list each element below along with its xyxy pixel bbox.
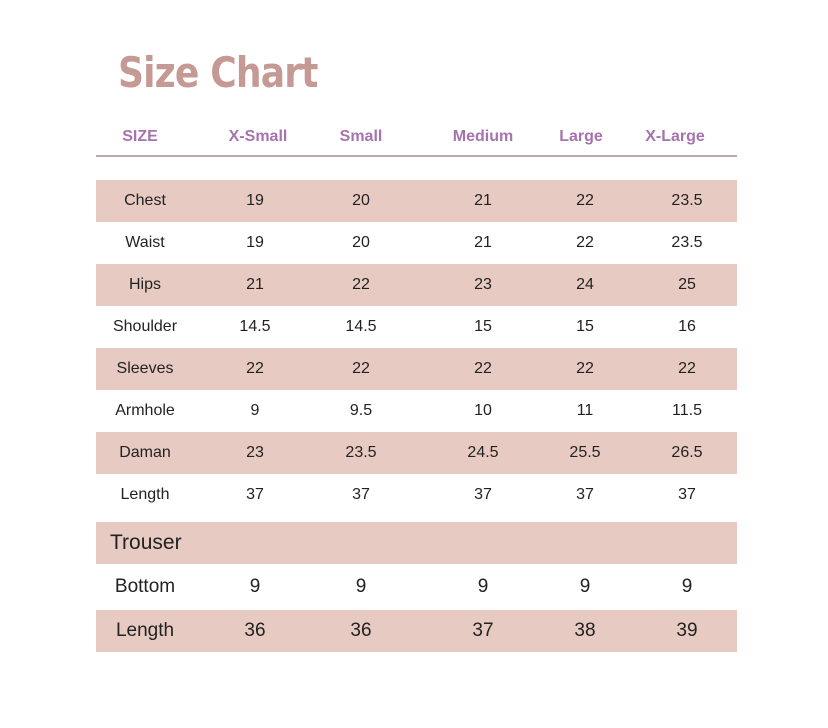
size-value: 22 — [352, 360, 370, 377]
size-value: 9 — [681, 576, 693, 597]
size-value: 37 — [352, 486, 370, 503]
column-header: SIZE — [122, 128, 158, 145]
size-value: 24 — [576, 276, 594, 293]
page-title: Size Chart — [118, 48, 318, 97]
row-label: Armhole — [115, 402, 175, 419]
size-value: 15 — [474, 318, 492, 335]
header-divider — [96, 155, 737, 157]
size-value: 23 — [474, 276, 492, 293]
size-value: 37 — [474, 486, 492, 503]
column-header: Small — [339, 128, 383, 145]
trouser-section-header: Trouser — [96, 522, 737, 564]
size-value: 15 — [576, 318, 594, 335]
size-value: 39 — [676, 620, 698, 641]
size-value: 9.5 — [349, 402, 373, 419]
section-label: Trouser — [110, 531, 182, 554]
column-header: Medium — [452, 128, 514, 145]
size-value: 22 — [246, 360, 264, 377]
column-header: X-Large — [645, 128, 705, 145]
size-value: 19 — [246, 234, 264, 251]
table-row: Sleeves 22 22 22 22 22 — [96, 348, 737, 390]
size-value: 9 — [250, 402, 260, 419]
size-value: 25.5 — [569, 444, 601, 461]
size-value: 20 — [352, 234, 370, 251]
size-value: 37 — [246, 486, 264, 503]
size-value: 37 — [472, 620, 494, 641]
size-value: 25 — [678, 276, 696, 293]
size-value: 11.5 — [672, 402, 702, 419]
size-value: 24.5 — [467, 444, 499, 461]
row-label: Daman — [119, 444, 171, 461]
table-row: Shoulder 14.5 14.5 15 15 16 — [96, 306, 737, 348]
size-value: 22 — [678, 360, 696, 377]
table-row: Armhole 9 9.5 10 11 11.5 — [96, 390, 737, 432]
size-value: 23.5 — [671, 192, 703, 209]
size-value: 22 — [576, 192, 594, 209]
size-value: 14.5 — [345, 318, 377, 335]
size-value: 9 — [579, 576, 591, 597]
size-value: 23.5 — [345, 444, 377, 461]
size-value: 38 — [574, 620, 596, 641]
row-label: Hips — [128, 276, 162, 293]
size-value: 21 — [474, 192, 492, 209]
table-row: Chest 19 20 21 22 23.5 — [96, 180, 737, 222]
column-header: Large — [559, 128, 603, 145]
column-header: X-Small — [228, 128, 288, 145]
size-value: 26.5 — [671, 444, 703, 461]
size-value: 14.5 — [239, 318, 271, 335]
size-value: 22 — [352, 276, 370, 293]
table-row: Length 36 36 37 38 39 — [96, 610, 737, 652]
table-row: Length 37 37 37 37 37 — [96, 474, 737, 516]
size-value: 20 — [352, 192, 370, 209]
size-value: 36 — [244, 620, 266, 641]
size-value: 22 — [576, 234, 594, 251]
size-value: 9 — [477, 576, 489, 597]
table-row: Hips 21 22 23 24 25 — [96, 264, 737, 306]
size-value: 19 — [246, 192, 264, 209]
table-row: Daman 23 23.5 24.5 25.5 26.5 — [96, 432, 737, 474]
size-value: 9 — [249, 576, 261, 597]
row-label: Shoulder — [112, 318, 178, 335]
table-row: Waist 19 20 21 22 23.5 — [96, 222, 737, 264]
size-value: 22 — [576, 360, 594, 377]
size-value: 21 — [246, 276, 264, 293]
size-value: 22 — [474, 360, 492, 377]
size-value: 37 — [576, 486, 594, 503]
row-label: Bottom — [114, 576, 176, 597]
size-value: 23 — [246, 444, 264, 461]
size-value: 11 — [576, 402, 594, 419]
size-value: 10 — [474, 402, 492, 419]
row-label: Length — [120, 486, 170, 503]
table-row: Bottom 9 9 9 9 9 — [96, 566, 737, 608]
row-label: Length — [115, 620, 175, 641]
size-value: 16 — [678, 318, 696, 335]
size-value: 23.5 — [671, 234, 703, 251]
size-value: 21 — [474, 234, 492, 251]
row-label: Chest — [124, 192, 166, 209]
size-value: 9 — [355, 576, 367, 597]
row-label: Waist — [125, 234, 165, 251]
size-value: 36 — [350, 620, 372, 641]
row-label: Sleeves — [116, 360, 174, 377]
size-value: 37 — [678, 486, 696, 503]
